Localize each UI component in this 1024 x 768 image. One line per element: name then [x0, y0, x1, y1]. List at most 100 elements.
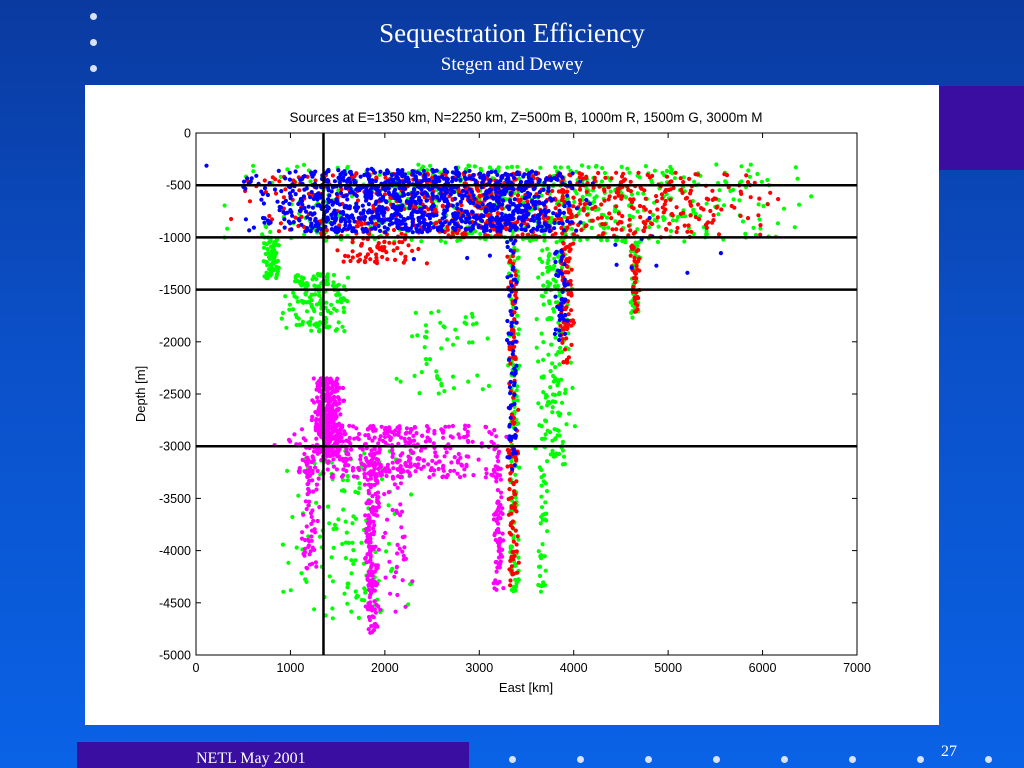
data-point [313, 428, 318, 433]
data-point [431, 472, 436, 477]
data-point [561, 327, 566, 332]
data-point [631, 284, 636, 289]
data-point [464, 209, 469, 214]
data-point [283, 294, 288, 299]
data-point [463, 170, 468, 175]
data-point [445, 227, 450, 232]
data-point [340, 477, 345, 483]
data-point [397, 458, 402, 463]
data-point [369, 166, 374, 171]
data-point [489, 208, 494, 213]
data-point [432, 468, 437, 473]
data-point [375, 499, 381, 504]
data-point [374, 252, 379, 257]
data-point [324, 228, 329, 233]
data-point [488, 188, 493, 193]
data-point [274, 264, 279, 269]
data-point [386, 503, 391, 508]
data-point [693, 211, 698, 217]
x-tick-label: 2000 [371, 661, 399, 675]
data-point [555, 177, 560, 182]
data-point [247, 228, 252, 233]
data-point [514, 458, 519, 463]
data-point [315, 451, 320, 456]
data-point [371, 512, 376, 517]
data-point [497, 195, 502, 200]
data-point [637, 203, 643, 209]
data-point [498, 466, 503, 471]
data-point [318, 226, 323, 232]
data-point [543, 568, 548, 573]
data-point [376, 450, 382, 455]
data-point [383, 180, 388, 185]
data-point [470, 223, 476, 228]
data-point [635, 295, 640, 300]
data-point [347, 219, 352, 224]
data-point [512, 401, 517, 407]
data-point [312, 211, 317, 216]
data-point [325, 467, 330, 472]
data-point [391, 466, 396, 471]
data-point [373, 201, 378, 206]
data-point [474, 213, 479, 218]
data-point [514, 509, 519, 514]
data-point [395, 551, 400, 556]
data-point [481, 173, 486, 178]
data-point [560, 175, 565, 180]
data-point [350, 540, 355, 545]
data-point [648, 209, 653, 214]
footer-bar [77, 742, 469, 768]
data-point [561, 454, 567, 459]
data-point [541, 390, 546, 395]
data-point [291, 290, 296, 295]
data-point [313, 292, 318, 297]
data-point [519, 227, 524, 232]
data-point [345, 601, 350, 606]
data-point [381, 535, 386, 540]
data-point [327, 410, 332, 415]
data-point [278, 174, 283, 179]
data-point [636, 259, 641, 264]
data-point [440, 428, 445, 433]
data-point [491, 517, 496, 522]
data-point [247, 199, 253, 204]
data-point [375, 211, 380, 216]
data-point [574, 191, 579, 196]
data-point [229, 216, 234, 222]
data-point [745, 180, 751, 185]
data-point [612, 195, 618, 200]
data-point [382, 245, 387, 250]
data-point [356, 437, 361, 442]
data-point [314, 487, 319, 492]
data-point [550, 405, 555, 410]
data-point [544, 518, 549, 523]
data-point [330, 475, 335, 480]
data-point [422, 204, 427, 209]
data-point [304, 506, 309, 512]
data-point [368, 607, 373, 612]
data-point [511, 265, 516, 270]
y-tick-label: -3000 [159, 440, 191, 454]
data-point [502, 192, 507, 197]
data-point [554, 213, 559, 218]
data-point [414, 431, 419, 436]
data-point [562, 204, 567, 209]
data-point [748, 162, 753, 167]
data-point [399, 525, 404, 530]
data-point [493, 464, 498, 469]
data-point [301, 194, 306, 199]
data-point [356, 216, 361, 221]
data-point [372, 435, 377, 440]
data-point [495, 211, 500, 216]
data-point [738, 189, 743, 194]
data-point [495, 500, 500, 505]
data-point [456, 451, 461, 457]
data-point [595, 216, 600, 221]
data-point [309, 521, 314, 526]
data-point [377, 446, 382, 451]
data-point [495, 206, 500, 211]
data-point [459, 207, 464, 212]
data-point [369, 448, 374, 453]
data-point [347, 170, 352, 175]
data-point [368, 469, 373, 475]
